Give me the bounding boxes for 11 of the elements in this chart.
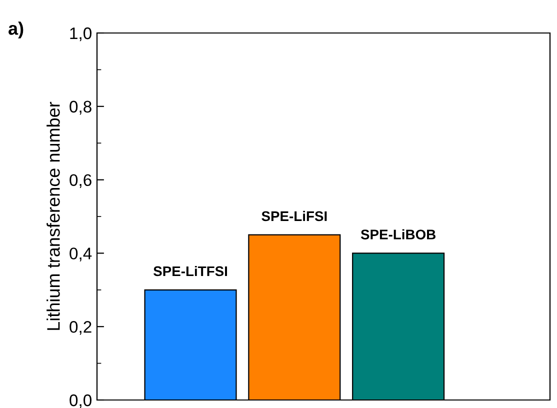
y-axis-title: Lithium transference number bbox=[46, 102, 60, 330]
x-tick-label: SPE-LiTFSI bbox=[153, 266, 228, 276]
x-tick-label: SPE-LiFSI bbox=[262, 210, 327, 222]
y-tick-label: 0,2 bbox=[70, 321, 92, 335]
y-tick-label: 0,6 bbox=[70, 174, 92, 188]
y-tick-label: 0,0 bbox=[70, 394, 92, 408]
x-tick-label: SPE-LiBOB bbox=[360, 229, 436, 240]
y-tick-label: 0,8 bbox=[70, 100, 92, 115]
y-tick-label: 0,4 bbox=[70, 248, 92, 262]
text: a) bbox=[8, 22, 24, 38]
y-tick-label: 1,0 bbox=[70, 27, 92, 42]
